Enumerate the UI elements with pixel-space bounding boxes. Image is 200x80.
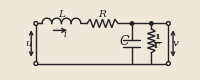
Text: C: C: [119, 35, 129, 48]
Circle shape: [150, 22, 153, 25]
Text: i: i: [64, 30, 67, 39]
Text: u: u: [26, 39, 32, 48]
Text: v: v: [172, 39, 178, 48]
Circle shape: [34, 62, 38, 65]
Text: L: L: [58, 10, 65, 19]
Text: 1: 1: [154, 33, 160, 41]
Circle shape: [166, 62, 170, 65]
Circle shape: [34, 22, 38, 25]
Text: Γ: Γ: [154, 42, 160, 50]
Text: R: R: [99, 10, 106, 19]
Circle shape: [166, 22, 170, 25]
Circle shape: [130, 22, 134, 25]
